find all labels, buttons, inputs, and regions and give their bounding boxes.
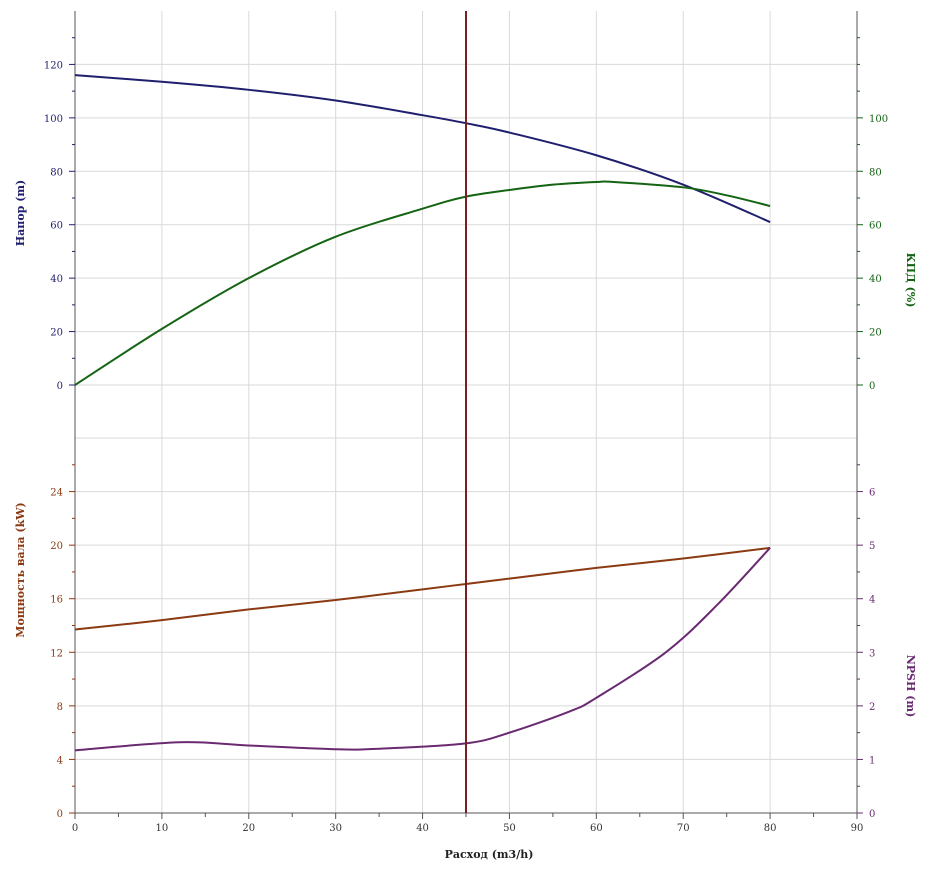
x-tick-label: 40 — [416, 823, 429, 834]
x-tick-label: 30 — [329, 823, 342, 834]
npsh-tick-label: 1 — [869, 755, 875, 766]
power-tick-label: 0 — [57, 809, 63, 820]
x-tick-label: 10 — [156, 823, 169, 834]
efficiency-tick-label: 20 — [869, 328, 882, 339]
x-tick-label: 60 — [590, 823, 603, 834]
head-tick-label: 40 — [50, 274, 63, 285]
head-tick-label: 100 — [44, 114, 63, 125]
head-tick-label: 20 — [50, 328, 63, 339]
axis-layer: 0 10 20 30 40 50 60 70 80 90020406080100120020406… — [44, 11, 888, 834]
power-curve — [74, 546, 771, 631]
npsh-tick-label: 3 — [869, 648, 875, 659]
head-axis-title: Напор (m) — [14, 180, 27, 246]
x-tick-label: 70 — [677, 823, 690, 834]
efficiency-tick-label: 100 — [869, 114, 888, 125]
power-tick-label: 20 — [50, 541, 63, 552]
head-tick-label: 80 — [50, 167, 63, 178]
efficiency-tick-label: 0 — [869, 381, 875, 392]
npsh-tick-label: 4 — [869, 595, 875, 606]
efficiency-tick-label: 80 — [869, 167, 882, 178]
npsh-curve — [74, 547, 771, 752]
power-tick-label: 4 — [57, 755, 63, 766]
label-layer: Расход (m3/h) Напор (m) КПД (%) Мощность… — [14, 180, 917, 861]
efficiency-tick-label: 60 — [869, 221, 882, 232]
x-tick-label: 50 — [503, 823, 516, 834]
series-layer — [74, 11, 771, 813]
power-tick-label: 8 — [57, 702, 63, 713]
x-tick-label: 0 — [72, 823, 78, 834]
efficiency-tick-label: 40 — [869, 274, 882, 285]
npsh-tick-label: 0 — [869, 809, 875, 820]
power-axis-title: Мощность вала (kW) — [14, 502, 27, 637]
npsh-tick-label: 6 — [869, 488, 875, 499]
npsh-tick-label: 5 — [869, 541, 875, 552]
npsh-axis-title: NPSH (m) — [904, 655, 917, 718]
power-tick-label: 24 — [50, 488, 63, 499]
head-tick-label: 120 — [44, 60, 63, 71]
head-tick-label: 0 — [57, 381, 63, 392]
power-tick-label: 16 — [50, 595, 63, 606]
npsh-tick-label: 2 — [869, 702, 875, 713]
efficiency-axis-title: КПД (%) — [904, 253, 917, 308]
head-tick-label: 60 — [50, 221, 63, 232]
x-axis-title: Расход (m3/h) — [445, 848, 534, 861]
x-tick-label: 80 — [764, 823, 777, 834]
x-tick-label: 20 — [242, 823, 255, 834]
power-tick-label: 12 — [50, 648, 63, 659]
efficiency-curve — [74, 180, 771, 386]
head-curve — [74, 74, 771, 223]
x-tick-label: 90 — [851, 823, 864, 834]
